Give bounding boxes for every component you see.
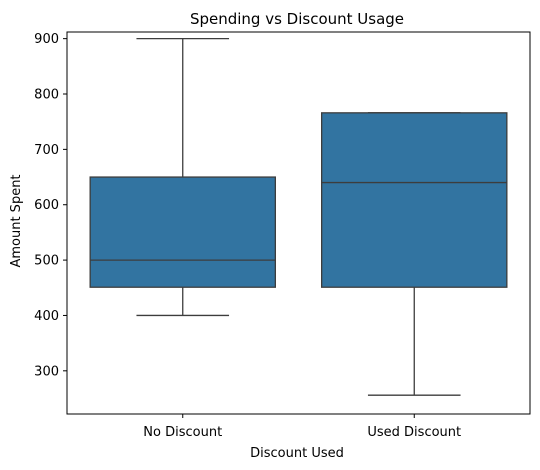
y-tick-label: 600 [34, 198, 59, 213]
chart-title: Spending vs Discount Usage [190, 10, 404, 28]
x-axis-label: Discount Used [250, 446, 344, 461]
y-axis-label: Amount Spent [9, 174, 24, 267]
iqr-box [89, 176, 276, 288]
iqr-box [320, 112, 508, 288]
axes: 300 400 500 600 700 800 900 No Discount Used Dis… [34, 31, 531, 440]
box-group-1 [320, 112, 508, 396]
y-tick-label: 700 [34, 143, 59, 158]
y-tick-label: 300 [34, 364, 59, 379]
plot-frame [66, 31, 531, 415]
box-group-0 [89, 37, 276, 317]
y-tick-label: 900 [34, 32, 59, 47]
y-tick-label: 800 [34, 88, 59, 103]
y-tick-label: 500 [34, 254, 59, 269]
y-tick-label: 400 [34, 309, 59, 324]
x-tick-label: Used Discount [367, 425, 461, 440]
x-tick-label: No Discount [143, 425, 222, 440]
plot-area [89, 37, 508, 396]
